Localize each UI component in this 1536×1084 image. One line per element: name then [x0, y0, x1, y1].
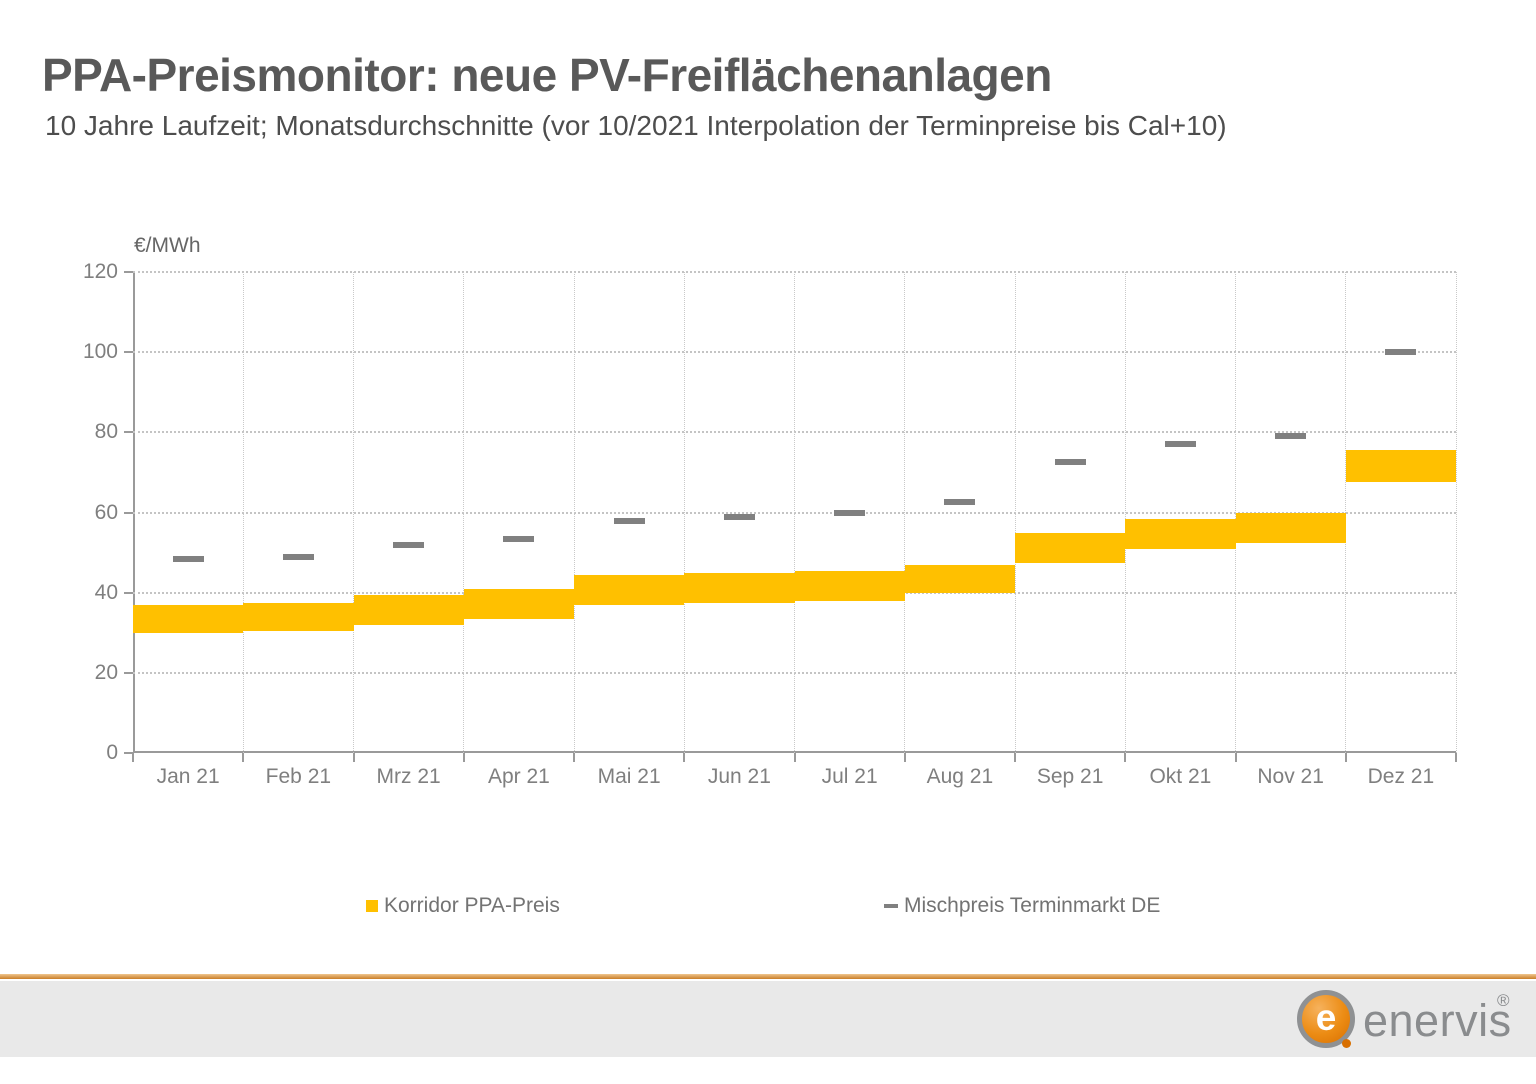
- footer-divider: [0, 974, 1536, 979]
- terminmarkt-dash-jan-21: [172, 555, 204, 562]
- chart-legend: Korridor PPA-Preis Mischpreis Terminmark…: [0, 890, 1536, 920]
- enervis-logo-icon: e: [1297, 990, 1355, 1048]
- legend-label-mischpreis: Mischpreis Terminmarkt DE: [904, 894, 1161, 917]
- legend-label-korridor: Korridor PPA-Preis: [384, 894, 560, 917]
- ppa-band-jan-21: [133, 604, 244, 633]
- x-tick-label-jan-21: Jan 21: [156, 765, 220, 788]
- x-axis-tick-6: [793, 753, 796, 762]
- x-tick-label-apr-21: Apr 21: [487, 765, 550, 788]
- terminmarkt-dash-mai-21: [613, 517, 645, 524]
- x-tick-label-jun-21: Jun 21: [707, 765, 771, 788]
- y-axis-tick-60: [124, 511, 133, 514]
- x-tick-label-dez-21: Dez 21: [1367, 765, 1435, 788]
- terminmarkt-dash-jun-21: [723, 513, 755, 520]
- ppa-band-aug-21: [904, 564, 1015, 593]
- gridline-v-2: [353, 272, 354, 753]
- y-axis-tick-0: [124, 752, 133, 754]
- gridline-v-9: [1124, 272, 1126, 753]
- x-axis-tick-3: [462, 753, 465, 762]
- gridline-v-4: [573, 272, 575, 753]
- gridline-v-8: [1014, 272, 1016, 753]
- terminmarkt-dash-jul-21: [834, 509, 866, 516]
- ppa-band-nov-21: [1235, 512, 1346, 543]
- korridor-swatch-icon: [366, 900, 378, 912]
- y-tick-label-0: 0: [106, 741, 118, 764]
- ppa-band-feb-21: [243, 602, 354, 631]
- x-tick-label-feb-21: Feb 21: [265, 765, 332, 788]
- x-tick-label-okt-21: Okt 21: [1149, 765, 1212, 788]
- y-tick-label-20: 20: [94, 660, 118, 684]
- gridline-v-11: [1345, 272, 1347, 753]
- enervis-brand-text: enervis: [1363, 995, 1512, 1046]
- x-axis-tick-10: [1234, 753, 1237, 762]
- ppa-band-jun-21: [684, 572, 795, 603]
- terminmarkt-dash-sep-21: [1054, 459, 1086, 466]
- ppa-band-sep-21: [1015, 532, 1126, 563]
- x-axis-tick-0: [132, 753, 134, 762]
- x-axis-tick-4: [573, 753, 575, 762]
- terminmarkt-dash-apr-21: [503, 535, 535, 542]
- y-tick-label-40: 40: [94, 580, 118, 604]
- ppa-band-apr-21: [463, 588, 574, 619]
- y-axis-tick-40: [124, 591, 133, 594]
- ppa-band-dez-21: [1345, 450, 1456, 483]
- y-axis-tick-20: [124, 671, 133, 674]
- gridline-v-12: [1455, 272, 1457, 753]
- x-tick-label-aug-21: Aug 21: [926, 765, 994, 788]
- x-tick-label-mrz-21: Mrz 21: [376, 765, 441, 788]
- ppa-band-mai-21: [574, 574, 685, 605]
- y-tick-label-80: 80: [94, 420, 118, 444]
- x-axis-tick-12: [1455, 753, 1457, 762]
- x-tick-label-sep-21: Sep 21: [1036, 765, 1104, 788]
- legend-item-mischpreis-terminmarkt: Mischpreis Terminmarkt DE: [884, 894, 1160, 918]
- y-tick-label-120: 120: [82, 260, 118, 283]
- registered-trademark-icon: ®: [1497, 991, 1510, 1010]
- terminmarkt-dash-nov-21: [1275, 433, 1307, 440]
- gridline-v-3: [463, 272, 465, 753]
- y-axis-tick-100: [124, 351, 133, 354]
- x-axis-tick-11: [1344, 753, 1347, 762]
- gridline-v-5: [683, 272, 685, 753]
- terminmarkt-dash-mrz-21: [393, 541, 425, 548]
- ppa-band-okt-21: [1125, 518, 1236, 549]
- enervis-logo-dot-icon: [1342, 1039, 1351, 1048]
- ppa-band-mrz-21: [353, 594, 464, 625]
- plot-area: [133, 271, 1457, 753]
- y-tick-label-100: 100: [82, 340, 118, 364]
- y-axis-tick-80: [124, 431, 133, 434]
- terminmarkt-dash-dez-21: [1385, 349, 1417, 356]
- x-axis-tick-8: [1014, 753, 1016, 762]
- terminmarkt-dash-okt-21: [1164, 441, 1196, 448]
- footer-bar: [0, 981, 1536, 1057]
- x-axis-tick-2: [352, 753, 355, 762]
- gridline-v-6: [794, 272, 795, 753]
- terminmarkt-dash-feb-21: [282, 553, 314, 560]
- x-axis-tick-9: [1124, 753, 1127, 762]
- x-axis-tick-7: [903, 753, 906, 762]
- legend-item-korridor-ppa-preis: Korridor PPA-Preis: [366, 894, 560, 918]
- terminmarkt-dash-aug-21: [944, 499, 976, 506]
- x-tick-label-mai-21: Mai 21: [597, 765, 661, 788]
- y-tick-label-60: 60: [94, 500, 118, 524]
- page-title: PPA-Preismonitor: neue PV-Freiflächenanl…: [42, 49, 1052, 101]
- page-subtitle: 10 Jahre Laufzeit; Monatsdurchschnitte (…: [45, 110, 1227, 141]
- enervis-logo-letter: e: [1315, 997, 1337, 1038]
- ppa-band-jul-21: [794, 570, 905, 601]
- gridline-v-1: [242, 272, 244, 753]
- x-tick-label-jul-21: Jul 21: [821, 765, 878, 788]
- x-axis-tick-1: [242, 753, 245, 762]
- gridline-v-7: [904, 272, 906, 753]
- mischpreis-swatch-icon: [884, 904, 898, 908]
- y-axis-tick-120: [124, 271, 133, 273]
- x-tick-label-nov-21: Nov 21: [1257, 765, 1324, 788]
- y-axis-unit-label: €/MWh: [134, 234, 201, 257]
- x-axis-tick-5: [683, 753, 686, 762]
